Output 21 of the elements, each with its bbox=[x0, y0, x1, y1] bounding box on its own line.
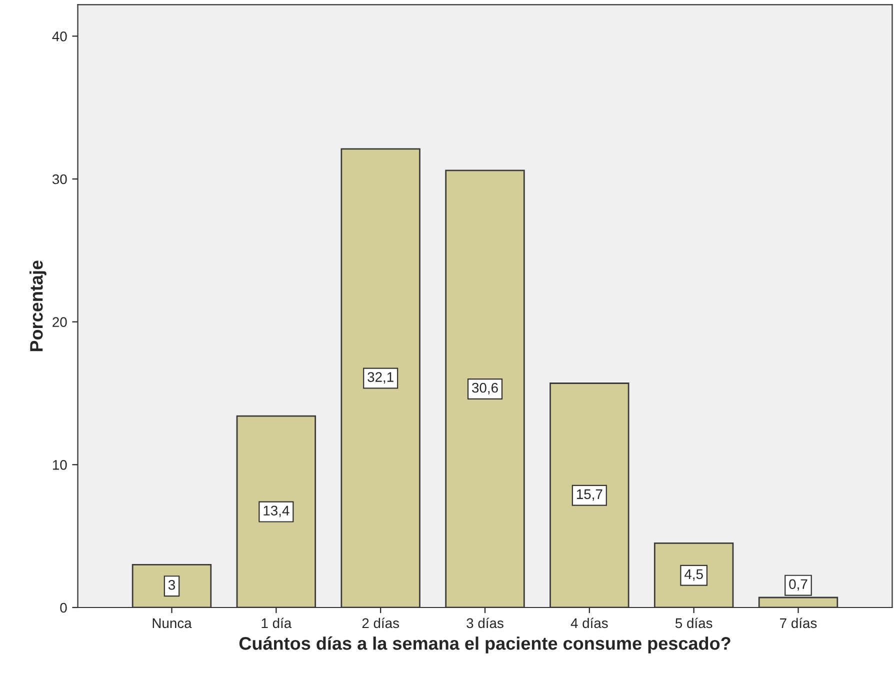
y-axis-title: Porcentaje bbox=[30, 260, 46, 352]
x-tick-label: Nunca bbox=[152, 618, 192, 628]
x-tick-label: 1 día bbox=[262, 618, 292, 628]
data-label: 15,7 bbox=[576, 489, 602, 501]
x-tick-label: 3 días bbox=[466, 618, 504, 628]
x-axis-title: Cuántos días a la semana el paciente consume pescado? bbox=[239, 636, 730, 654]
data-label: 0,7 bbox=[789, 579, 808, 591]
data-label: 4,5 bbox=[684, 569, 703, 581]
data-label: 32,1 bbox=[368, 372, 394, 384]
y-tick-label: 30 bbox=[52, 174, 67, 184]
x-tick-label: 7 días bbox=[780, 618, 817, 628]
y-tick-label: 0 bbox=[60, 602, 67, 613]
x-tick-label: 4 días bbox=[570, 618, 608, 628]
data-label: 30,6 bbox=[472, 382, 498, 394]
x-tick-label: 2 días bbox=[362, 618, 399, 628]
y-tick-label: 40 bbox=[52, 31, 67, 42]
data-label: 3 bbox=[168, 580, 176, 590]
data-label: 13,4 bbox=[264, 506, 290, 518]
x-tick-label: 5 días bbox=[675, 618, 712, 628]
y-tick-label: 20 bbox=[52, 317, 67, 327]
y-tick-label: 10 bbox=[52, 460, 67, 470]
